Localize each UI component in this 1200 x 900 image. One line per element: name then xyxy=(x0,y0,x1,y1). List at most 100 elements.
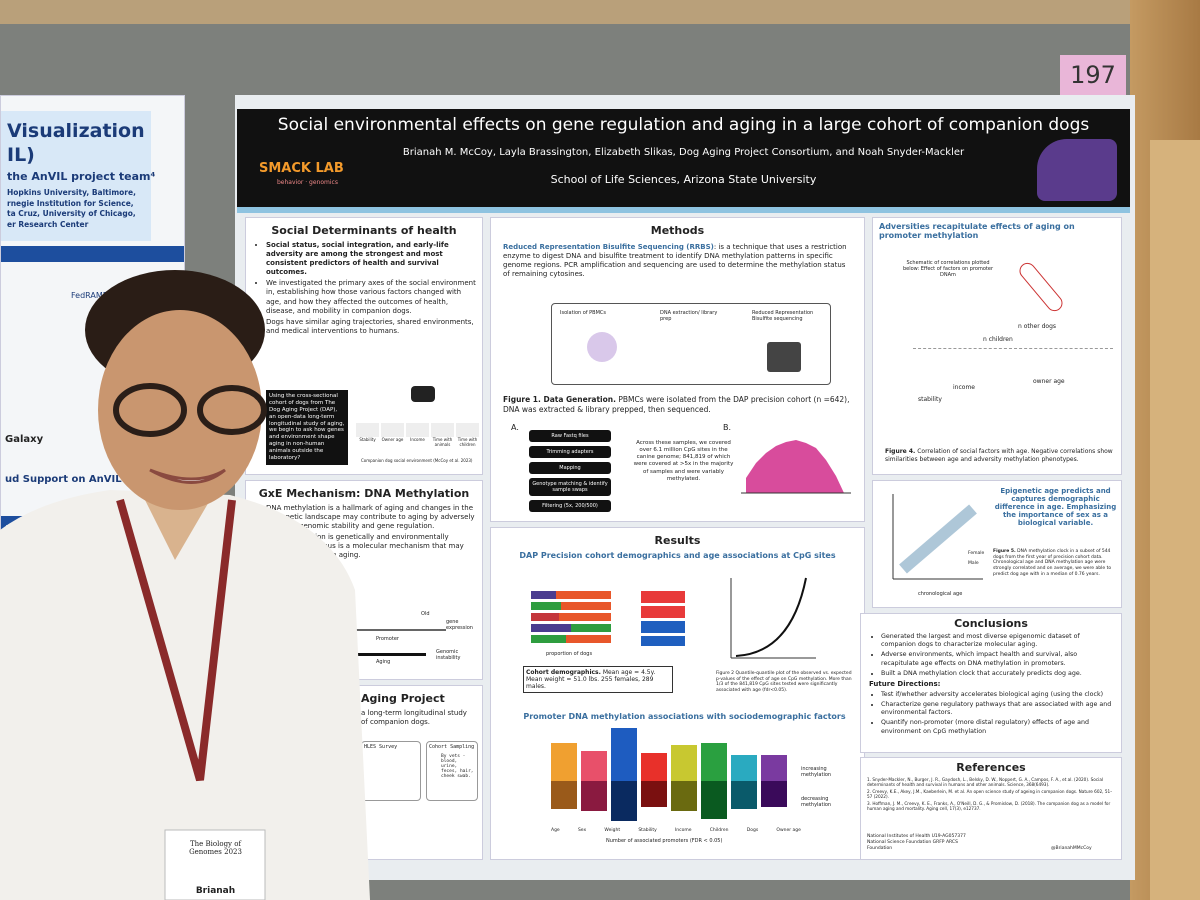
pipeline-step: Filtering (5x, 200/500) xyxy=(529,500,611,512)
bullet: Dogs have similar aging trajectories, sh… xyxy=(266,318,476,336)
icon-label: Time with animals xyxy=(431,423,454,447)
shape xyxy=(671,781,697,811)
shape xyxy=(731,755,757,781)
contact: @BrianahMMcCoy xyxy=(1051,846,1092,851)
sampling-box: Cohort Sampling By vets - blood, urine, … xyxy=(426,741,478,801)
stacked-bars xyxy=(531,591,685,646)
callout: Using the cross-sectional cohort of dogs… xyxy=(266,390,348,465)
fig5-caption: Figure 5. DNA methylation clock in a sub… xyxy=(993,549,1118,577)
factor-label: Age xyxy=(551,828,560,833)
cohort-box: Cohort demographics. Mean age = 4.5y. Me… xyxy=(523,666,673,693)
face xyxy=(98,310,262,510)
factor-label: Children xyxy=(709,828,729,833)
shape xyxy=(731,781,757,809)
fig4-text: Correlation of social factors with age. … xyxy=(885,448,1113,463)
shape xyxy=(641,636,685,646)
shape xyxy=(701,743,727,781)
body-text: a long-term longitudinal study of compan… xyxy=(361,709,467,727)
shape xyxy=(581,751,607,781)
steps-figure: Isolation of PBMCs DNA extraction/ libra… xyxy=(551,303,831,385)
bullet: Social status, social integration, and e… xyxy=(266,241,476,277)
bullet: Test if/whether adversity accelerates bi… xyxy=(881,691,1115,699)
icon-label: Income xyxy=(406,423,429,447)
methods-box: Methods Reduced Representation Bisulfite… xyxy=(490,217,865,522)
shape xyxy=(551,743,577,781)
glasses xyxy=(197,385,267,435)
subheading: DAP Precision cohort demographics and ag… xyxy=(519,551,836,560)
poster: Social environmental effects on gene reg… xyxy=(235,95,1135,880)
shape xyxy=(531,602,611,610)
rrbs-text: Reduced Representation Bisulfite Sequenc… xyxy=(503,243,852,279)
section-heading: Epigenetic age predicts and captures dem… xyxy=(994,487,1117,527)
section-heading: Social Determinants of health xyxy=(271,224,457,237)
left-title: IL) xyxy=(7,144,35,166)
shape xyxy=(531,624,571,632)
glasses xyxy=(113,383,187,437)
shape xyxy=(531,591,556,599)
shape xyxy=(531,635,611,643)
factor-label: Owner age xyxy=(776,828,801,833)
dog-logo xyxy=(1037,139,1117,201)
shape xyxy=(761,755,787,781)
histogram xyxy=(741,440,851,494)
bullet: DNA methylation is a hallmark of aging a… xyxy=(266,504,476,531)
pipeline-step: Genotype matching & identify sample swap… xyxy=(529,478,611,496)
legend-label: Female xyxy=(968,551,985,556)
badge-name: Brianah xyxy=(195,886,236,896)
bar-legend: decreasing methylation xyxy=(801,796,832,808)
shape xyxy=(899,504,977,574)
diagram-label: Aging xyxy=(376,659,391,665)
cohort-term: Cohort demographics. xyxy=(526,669,601,676)
badge xyxy=(164,829,266,900)
reference: 3. Hoffman, J. M., Creevy, K. E., Franks… xyxy=(867,800,1111,812)
diagram-label: Promoter xyxy=(376,636,399,642)
demographics-bars xyxy=(531,591,685,646)
poster-affiliation: School of Life Sciences, Arizona State U… xyxy=(550,173,817,186)
poster-authors: Brianah M. McCoy, Layla Brassington, Eli… xyxy=(402,147,965,158)
clock-scatter xyxy=(892,494,983,580)
shape xyxy=(531,591,611,599)
aging-arrow xyxy=(346,653,426,656)
promoter-bars xyxy=(551,728,787,821)
section-heading: Adversities recapitulate effects of agin… xyxy=(879,222,1075,240)
left-band xyxy=(1,246,184,262)
bar-legend: increasing methylation xyxy=(801,766,832,778)
pipeline-step: Raw Fastq files xyxy=(529,430,611,442)
shape xyxy=(641,591,685,603)
shape xyxy=(611,781,637,821)
cohort-text: Mean age = 4.5y. Mean weight = 51.0 lbs.… xyxy=(526,669,656,690)
bullet: Quantify non-promoter (more distal regul… xyxy=(881,719,1115,735)
dog-icon xyxy=(411,386,435,402)
references-box: References 1. Snyder-Mackler, N., Burger… xyxy=(860,757,1122,860)
box-label: Cohort Sampling xyxy=(429,744,475,750)
shape xyxy=(671,745,697,781)
section-heading: Results xyxy=(654,534,701,547)
factor-label: Sex xyxy=(577,828,587,833)
shape xyxy=(641,606,685,618)
bullet: Built a DNA methylation clock that accur… xyxy=(881,670,1115,678)
bullet-list: Generated the largest and most diverse e… xyxy=(869,633,1115,678)
panel-label: B. xyxy=(723,423,732,432)
box-label: HLES Survey xyxy=(364,744,398,750)
shape xyxy=(551,781,577,809)
panel-label: A. xyxy=(511,423,519,432)
fig1-text: PBMCs were isolated from the DAP precisi… xyxy=(503,395,850,414)
left-team: the AnVIL project team⁴ xyxy=(7,170,156,183)
icon-label: Owner age xyxy=(381,423,404,447)
factor-label: owner age xyxy=(1033,378,1065,385)
diagram-label: gene expression xyxy=(446,619,473,631)
subheading: Promoter DNA methylation associations wi… xyxy=(523,712,846,721)
shape xyxy=(531,635,566,643)
shape xyxy=(531,613,559,621)
factor-label: n children xyxy=(983,336,1013,343)
results-box: Results DAP Precision cohort demographic… xyxy=(490,527,865,860)
badge-event: The Biology of Genomes 2023 xyxy=(189,840,242,856)
fig2-caption: Figure 2 Quantile-quantile plot of the o… xyxy=(716,671,852,693)
axis-line xyxy=(913,348,1113,349)
adversity-box: Adversities recapitulate effects of agin… xyxy=(872,217,1122,475)
bullet: Adverse environments, which impact healt… xyxy=(881,651,1115,667)
section-heading: Aging Project xyxy=(361,692,445,705)
fig1-title: Figure 1. Data Generation. xyxy=(503,395,616,404)
shirt xyxy=(0,490,370,900)
